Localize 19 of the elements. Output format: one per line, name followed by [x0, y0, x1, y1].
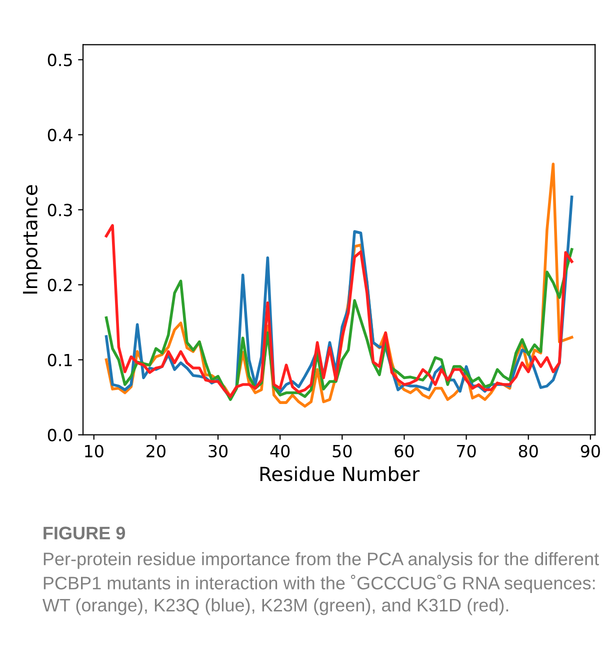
y-tick-label: 0.5 [48, 54, 72, 66]
text: Per-protein residue importance from the PCA analysis for the different PCBP1 mutants in interaction with the ˚GCCCUG˚G RNA sequences: WT (orange), K23Q (blue), K23M (green), and K31D (red). [42, 552, 599, 616]
y-tick-label: 0.1 [48, 354, 72, 366]
x-axis-title: Residue Number [260, 466, 420, 482]
x-tick-label: 80 [518, 444, 538, 458]
y-tick-label: 0.3 [48, 204, 72, 216]
y-tick-label: 0.2 [48, 278, 72, 292]
x-tick-label: 60 [394, 444, 414, 458]
caption: FIGURE 9 [44, 526, 126, 540]
x-tick-label: 20 [146, 444, 166, 458]
y-tick-label: 0.0 [48, 428, 72, 442]
x-tick-label: 50 [332, 444, 352, 458]
y-axis-title: Importance [23, 185, 42, 294]
x-tick-label: 30 [208, 444, 228, 458]
x-tick-label: 90 [580, 444, 600, 458]
x-tick-label: 70 [457, 444, 476, 458]
x-tick-label: 40 [270, 444, 290, 458]
x-tick-label: 10 [85, 444, 104, 458]
y-tick-label: 0.4 [48, 128, 72, 142]
